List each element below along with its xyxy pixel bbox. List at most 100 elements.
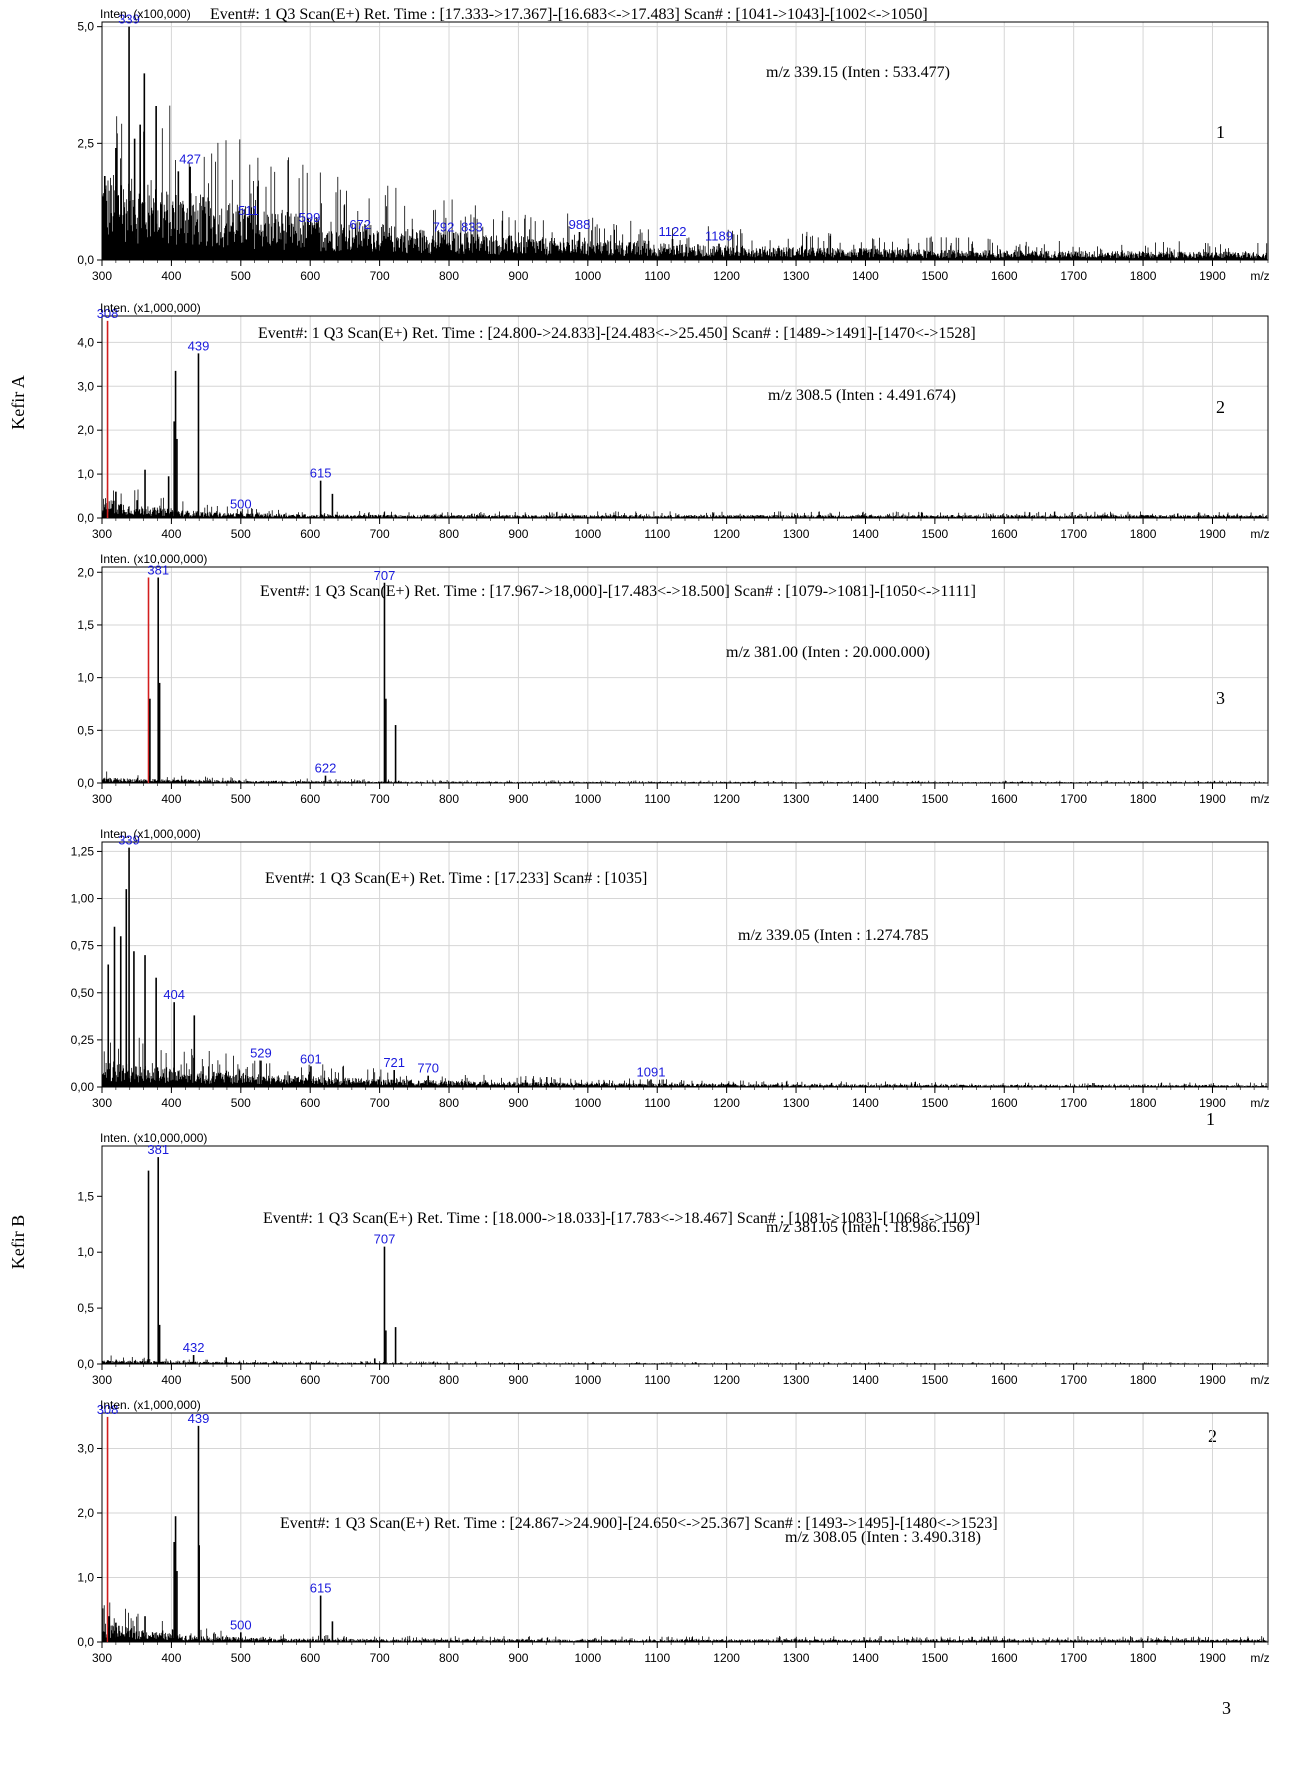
x-axis-label: m/z [1250, 527, 1269, 541]
scan-header: Event#: 1 Q3 Scan(E+) Ret. Time : [17.33… [210, 6, 928, 23]
x-tick-label: 400 [161, 1373, 181, 1387]
x-tick-label: 1100 [644, 1096, 670, 1110]
peak-label: 988 [569, 217, 591, 232]
x-tick-label: 300 [92, 269, 112, 283]
x-tick-label: 1600 [991, 1096, 1018, 1110]
x-tick-label: 1900 [1199, 792, 1226, 806]
peak-label: 339 [118, 12, 140, 27]
peak-label: 707 [374, 1232, 396, 1247]
x-tick-label: 400 [161, 1651, 181, 1665]
y-tick-label: 1,0 [77, 467, 94, 481]
group-label-1: Kefir A [8, 375, 28, 429]
peak-label: 601 [300, 1051, 322, 1066]
spectrum-panel-3: 381 707 622 300 400 500 600 700 800 900 1000 1100 12… [77, 552, 1269, 806]
x-tick-label: 1700 [1060, 1373, 1087, 1387]
x-tick-label: 500 [231, 527, 251, 541]
panel-number: 2 [1216, 397, 1225, 417]
peak-label: 427 [179, 152, 201, 167]
x-tick-label: 800 [439, 1373, 459, 1387]
x-tick-label: 1400 [852, 269, 879, 283]
panel-number: 1 [1216, 122, 1225, 142]
peak-label: 1122 [659, 224, 687, 239]
peak-label: 1091 [637, 1064, 666, 1079]
x-tick-label: 800 [439, 1651, 459, 1665]
spectrum-noise [101, 489, 1268, 518]
y-tick-label: 0,0 [77, 1357, 94, 1371]
x-tick-label: 1500 [922, 1651, 949, 1665]
intensity-unit-label: Inten. (x1,000,000) [100, 1398, 201, 1412]
peak-label: 500 [230, 496, 252, 511]
peak-label: 404 [163, 987, 185, 1002]
x-tick-label: 1200 [713, 527, 740, 541]
y-tick-label: 1,0 [77, 1570, 94, 1584]
x-tick-label: 1000 [574, 1096, 601, 1110]
x-tick-label: 1800 [1130, 527, 1157, 541]
scan-header: Event#: 1 Q3 Scan(E+) Ret. Time : [17.23… [265, 870, 647, 887]
x-tick-label: 300 [92, 1096, 112, 1110]
x-axis-label: m/z [1250, 269, 1269, 283]
x-tick-label: 1300 [783, 1096, 810, 1110]
x-tick-label: 1200 [713, 1096, 740, 1110]
peak-label: 339 [118, 833, 140, 848]
panel-number: 3 [1222, 1698, 1231, 1718]
peak-label: 672 [349, 217, 371, 232]
x-tick-label: 900 [508, 1096, 528, 1110]
x-tick-label: 1400 [852, 527, 879, 541]
x-tick-label: 700 [370, 527, 390, 541]
mz-annotation: m/z 381.00 (Inten : 20.000.000) [726, 644, 930, 661]
y-tick-label: 3,0 [77, 1441, 94, 1455]
x-tick-label: 1700 [1060, 527, 1087, 541]
peak-label: 833 [461, 219, 483, 234]
x-tick-label: 1000 [574, 1651, 601, 1665]
x-tick-label: 1500 [922, 792, 949, 806]
x-tick-label: 1400 [852, 792, 879, 806]
y-tick-label: 0,25 [71, 1033, 95, 1047]
x-tick-label: 600 [300, 527, 320, 541]
mz-annotation: m/z 381.05 (Inten : 18.986.156) [766, 1219, 970, 1236]
spectrum-noise [101, 771, 1268, 783]
x-tick-label: 700 [370, 1651, 390, 1665]
x-tick-label: 1900 [1199, 1096, 1226, 1110]
x-tick-label: 400 [161, 527, 181, 541]
x-tick-label: 800 [439, 269, 459, 283]
x-tick-label: 1400 [852, 1651, 879, 1665]
x-tick-label: 1800 [1130, 1373, 1157, 1387]
intensity-unit-label: Inten. (x1,000,000) [100, 301, 201, 315]
x-tick-label: 1500 [922, 1096, 949, 1110]
x-tick-label: 1700 [1060, 269, 1087, 283]
x-tick-label: 1100 [644, 1651, 670, 1665]
x-tick-label: 1100 [644, 792, 670, 806]
scan-header: Event#: 1 Q3 Scan(E+) Ret. Time : [18.00… [263, 1210, 980, 1227]
panel-number: 1 [1206, 1109, 1215, 1129]
y-tick-label: 2,0 [77, 565, 94, 579]
plot-frame [101, 315, 1269, 519]
x-tick-label: 700 [370, 269, 390, 283]
x-tick-label: 500 [231, 1373, 251, 1387]
y-tick-label: 0,75 [71, 939, 95, 953]
y-tick-label: 0,0 [77, 776, 94, 790]
x-tick-label: 1300 [783, 269, 810, 283]
x-tick-label: 1600 [991, 1373, 1018, 1387]
x-tick-label: 1200 [713, 1373, 740, 1387]
x-tick-label: 1000 [574, 527, 601, 541]
panel-number: 3 [1216, 688, 1225, 708]
mz-annotation: m/z 339.15 (Inten : 533.477) [766, 64, 950, 81]
peak-label: 615 [310, 466, 332, 481]
y-tick-label: 0,0 [77, 1635, 94, 1649]
peak-label: 439 [188, 338, 210, 353]
x-tick-label: 500 [231, 269, 251, 283]
scan-header: Event#: 1 Q3 Scan(E+) Ret. Time : [17.96… [260, 583, 976, 600]
x-tick-label: 1700 [1060, 792, 1087, 806]
y-tick-label: 1,00 [71, 892, 95, 906]
peak-label: 770 [417, 1061, 439, 1076]
scan-header: Event#: 1 Q3 Scan(E+) Ret. Time : [24.86… [280, 1515, 998, 1532]
x-tick-label: 1600 [991, 527, 1018, 541]
y-tick-label: 4,0 [77, 335, 94, 349]
peak-label: 529 [250, 1046, 272, 1061]
x-tick-label: 900 [508, 527, 528, 541]
x-tick-label: 700 [370, 792, 390, 806]
x-tick-label: 900 [508, 792, 528, 806]
intensity-unit-label: Inten. (x10,000,000) [100, 1131, 207, 1145]
y-tick-label: 1,25 [71, 844, 95, 858]
x-tick-label: 1000 [574, 1373, 601, 1387]
